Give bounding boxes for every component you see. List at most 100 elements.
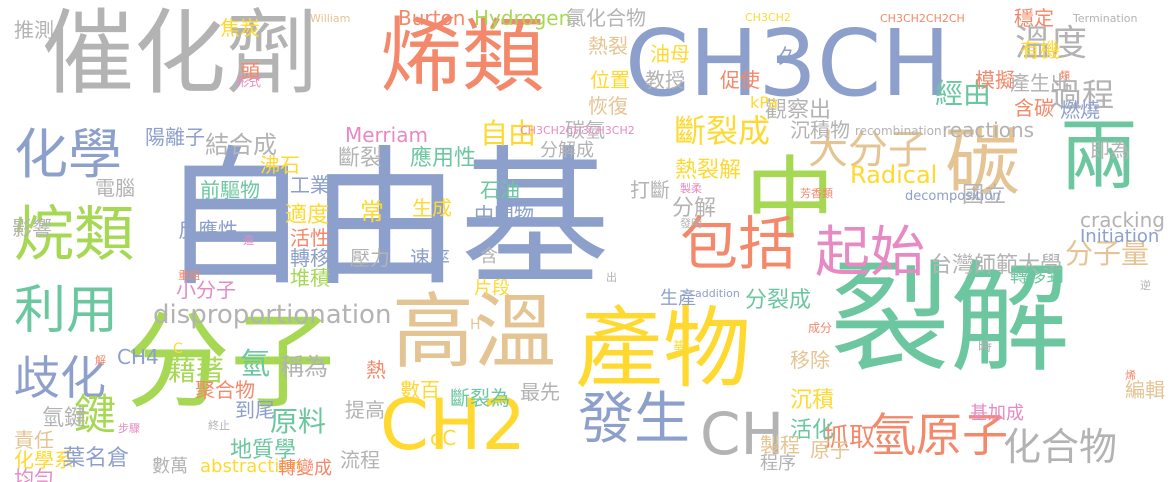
- cloud-word: reactions: [942, 118, 1035, 142]
- cloud-word: 應用性: [410, 146, 477, 171]
- cloud-word: 久: [778, 44, 798, 68]
- cloud-word: 地質學: [230, 438, 297, 463]
- cloud-word: oC: [430, 426, 457, 450]
- cloud-word: Radical: [850, 161, 938, 189]
- cloud-word: 堆積: [290, 266, 330, 290]
- cloud-word: 步驟: [118, 422, 140, 435]
- cloud-word: 化合物: [1003, 425, 1118, 469]
- cloud-word: 裂解: [830, 250, 1070, 389]
- cloud-word: CH3CH2: [745, 11, 791, 24]
- cloud-word: 分裂成: [745, 288, 812, 313]
- cloud-word: 斷裂成: [674, 112, 771, 150]
- cloud-word: 片段: [474, 278, 510, 299]
- cloud-word: 類: [1060, 71, 1070, 82]
- cloud-word: recombination: [855, 124, 942, 138]
- cloud-word: 恢復: [588, 94, 628, 118]
- cloud-word: 化學系: [14, 448, 74, 472]
- cloud-word: 中: [745, 147, 835, 252]
- cloud-word: 烯類: [380, 9, 545, 104]
- cloud-word: 分解成: [540, 140, 594, 161]
- cloud-word: 自由: [480, 117, 537, 150]
- cloud-word: Initiation: [1080, 226, 1160, 247]
- cloud-word: 稱為: [280, 353, 328, 381]
- cloud-word: 產生出: [1010, 71, 1070, 95]
- cloud-word: 重組: [178, 269, 200, 282]
- cloud-word: 油母: [650, 42, 690, 66]
- cloud-word: 中間物: [474, 203, 534, 227]
- cloud-word: 終止: [208, 419, 230, 432]
- cloud-word: 分解: [672, 196, 717, 221]
- cloud-word: 碳氫: [565, 118, 605, 142]
- cloud-word: 生產: [660, 288, 696, 309]
- cloud-word: kPa: [750, 93, 778, 112]
- cloud-word: 歧化: [14, 351, 106, 405]
- cloud-word: 大分子: [808, 127, 928, 173]
- cloud-word: 利用: [14, 281, 119, 341]
- cloud-word: 基加成: [970, 403, 1024, 424]
- cloud-word: 石油: [480, 178, 520, 202]
- cloud-word: CH3CH2CH3CH3CH2: [520, 124, 635, 137]
- cloud-word: 壓力: [350, 246, 390, 270]
- cloud-word: 製程: [760, 433, 800, 457]
- cloud-word: 烯: [1125, 369, 1136, 382]
- cloud-word: 分子量: [1065, 237, 1150, 270]
- cloud-word: 原子: [810, 438, 850, 462]
- cloud-word: 穩定: [1014, 6, 1054, 30]
- cloud-word: CH3CH2CH2CH: [880, 12, 965, 25]
- cloud-word: 時: [978, 339, 992, 355]
- cloud-word: 提高: [345, 398, 385, 422]
- cloud-word: 鍵: [74, 390, 117, 439]
- cloud-word: 沸石: [260, 153, 300, 177]
- cloud-word: 藉著: [168, 354, 225, 387]
- cloud-word: cracking: [1080, 208, 1165, 232]
- cloud-word: 製柔: [680, 182, 702, 195]
- cloud-word: decomposition: [905, 189, 1001, 204]
- cloud-word: 成分: [808, 321, 833, 335]
- cloud-word: 模擬: [975, 68, 1015, 92]
- cloud-word: 燃燒: [1060, 98, 1100, 122]
- cloud-word: Hydrogen: [474, 6, 572, 30]
- cloud-word: Merriam: [345, 123, 428, 147]
- cloud-word: 沉積: [790, 388, 835, 413]
- cloud-word: CH3CH: [625, 10, 951, 117]
- cloud-word: 兩: [1060, 112, 1139, 202]
- cloud-word: 教授: [645, 68, 685, 92]
- cloud-word: 影響: [12, 216, 52, 240]
- cloud-word: William: [310, 12, 351, 25]
- cloud-word: 數萬: [152, 456, 188, 477]
- cloud-word: 轉移: [290, 246, 330, 270]
- cloud-word: 包括: [680, 210, 797, 278]
- cloud-word: 生成: [412, 196, 452, 220]
- cloud-word: 產物: [575, 297, 752, 400]
- cloud-word: 化學: [14, 123, 122, 186]
- cloud-word: 高溫: [392, 285, 557, 380]
- cloud-word: 常: [360, 198, 384, 226]
- cloud-word: 熱裂: [588, 34, 628, 58]
- cloud-word: 電腦: [95, 176, 135, 200]
- cloud-word: 焦炭: [220, 16, 260, 40]
- cloud-word: 速率: [410, 246, 450, 270]
- cloud-word: 頭: [240, 60, 260, 84]
- cloud-word: 適度: [285, 203, 330, 228]
- cloud-word: 溫度: [1015, 23, 1088, 64]
- cloud-word: 形式: [237, 75, 262, 89]
- cloud-word: 反應性: [178, 218, 238, 242]
- cloud-word: 流程: [340, 448, 380, 472]
- cloud-word: 解: [95, 354, 106, 367]
- cloud-word: 碳: [945, 118, 1021, 206]
- cloud-word: addition: [695, 287, 740, 300]
- cloud-word: 發生: [578, 387, 690, 452]
- cloud-word: 有機: [1020, 38, 1060, 62]
- cloud-word: 均勻: [14, 466, 54, 482]
- cloud-word: 到尾: [235, 398, 275, 422]
- cloud-word: Termination: [1073, 12, 1138, 25]
- cloud-word: 斷裂為: [450, 386, 510, 410]
- cloud-word: 基: [673, 339, 684, 352]
- cloud-word: 出: [606, 271, 617, 284]
- cloud-word: 台灣師範大學: [930, 253, 1063, 278]
- cloud-word: 原料: [270, 405, 327, 438]
- cloud-word: 聚合物: [195, 378, 255, 402]
- cloud-word: 發明: [680, 217, 702, 230]
- cloud-word: 小分子: [176, 278, 236, 302]
